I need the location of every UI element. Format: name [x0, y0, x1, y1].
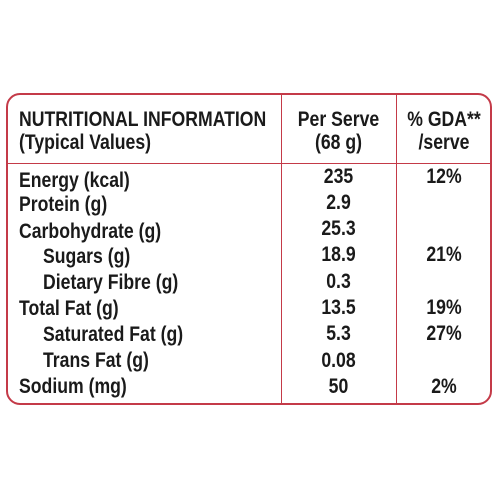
- row-label-saturated-fat: Saturated Fat (g): [43, 323, 184, 346]
- row-gda-energy: 12%: [426, 165, 462, 188]
- column-divider-left: [281, 95, 282, 403]
- column-divider-right: [396, 95, 397, 403]
- row-label-total-fat: Total Fat (g): [19, 297, 119, 320]
- row-label-carbohydrate: Carbohydrate (g): [19, 220, 162, 243]
- row-gda-sodium: 2%: [431, 375, 457, 398]
- serve-size: (68 g): [314, 131, 363, 154]
- row-value-trans-fat: 0.08: [321, 349, 356, 372]
- row-label-sugars: Sugars (g): [43, 245, 131, 268]
- gda-header: % GDA**: [407, 108, 481, 131]
- row-value-dietary-fibre: 0.3: [326, 270, 351, 293]
- row-label-protein: Protein (g): [19, 193, 108, 216]
- row-value-sugars: 18.9: [321, 243, 356, 266]
- row-value-saturated-fat: 5.3: [326, 322, 351, 345]
- row-value-sodium: 50: [328, 375, 349, 398]
- header-divider: [8, 163, 490, 164]
- row-gda-saturated-fat: 27%: [426, 322, 462, 345]
- row-value-carbohydrate: 25.3: [321, 217, 356, 240]
- row-value-protein: 2.9: [326, 191, 351, 214]
- gda-subheader: /serve: [418, 131, 470, 154]
- row-value-energy: 235: [323, 165, 354, 188]
- per-serve-header: Per Serve: [297, 108, 380, 131]
- row-gda-total-fat: 19%: [426, 296, 462, 319]
- row-value-total-fat: 13.5: [321, 296, 356, 319]
- row-label-dietary-fibre: Dietary Fibre (g): [43, 271, 179, 294]
- row-label-trans-fat: Trans Fat (g): [43, 349, 149, 372]
- row-label-sodium: Sodium (mg): [19, 375, 127, 398]
- table-title: NUTRITIONAL INFORMATION: [19, 108, 267, 131]
- nutrition-table-border: [6, 93, 492, 405]
- row-gda-sugars: 21%: [426, 243, 462, 266]
- row-label-energy: Energy (kcal): [19, 169, 130, 192]
- table-subtitle: (Typical Values): [19, 131, 152, 154]
